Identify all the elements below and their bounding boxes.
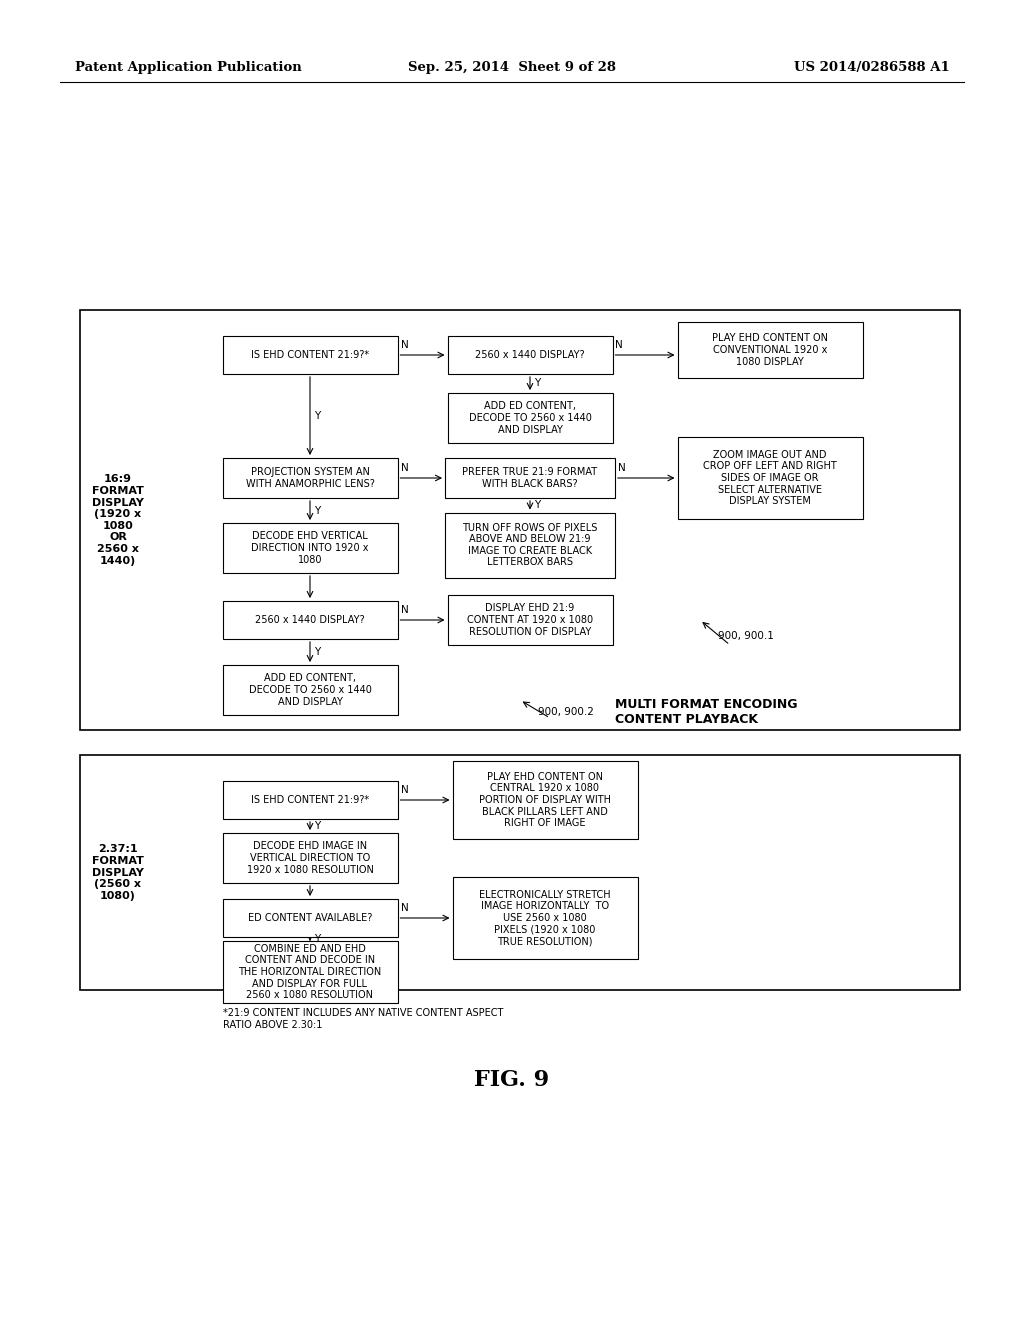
Text: N: N [615, 341, 624, 350]
Bar [222, 458, 397, 498]
Bar [222, 601, 397, 639]
Text: N: N [618, 463, 626, 473]
Text: *21:9 CONTENT INCLUDES ANY NATIVE CONTENT ASPECT
RATIO ABOVE 2.30:1: *21:9 CONTENT INCLUDES ANY NATIVE CONTEN… [223, 1008, 504, 1030]
Text: Sep. 25, 2014  Sheet 9 of 28: Sep. 25, 2014 Sheet 9 of 28 [408, 62, 616, 74]
Bar [222, 833, 397, 883]
Text: US 2014/0286588 A1: US 2014/0286588 A1 [795, 62, 950, 74]
Text: ED CONTENT AVAILABLE?: ED CONTENT AVAILABLE? [248, 913, 372, 923]
Text: N: N [400, 903, 409, 913]
Bar [222, 665, 397, 715]
Text: DECODE EHD VERTICAL
DIRECTION INTO 1920 x
1080: DECODE EHD VERTICAL DIRECTION INTO 1920 … [251, 532, 369, 565]
Text: IS EHD CONTENT 21:9?*: IS EHD CONTENT 21:9?* [251, 350, 369, 360]
Text: PROJECTION SYSTEM AN
WITH ANAMORPHIC LENS?: PROJECTION SYSTEM AN WITH ANAMORPHIC LEN… [246, 467, 375, 488]
Bar [222, 941, 397, 1003]
Bar [80, 755, 961, 990]
Text: ADD ED CONTENT,
DECODE TO 2560 x 1440
AND DISPLAY: ADD ED CONTENT, DECODE TO 2560 x 1440 AN… [469, 401, 592, 434]
Text: PLAY EHD CONTENT ON
CENTRAL 1920 x 1080
PORTION OF DISPLAY WITH
BLACK PILLARS LE: PLAY EHD CONTENT ON CENTRAL 1920 x 1080 … [479, 772, 611, 828]
Text: N: N [400, 785, 409, 795]
Bar [447, 337, 612, 374]
Bar [453, 876, 638, 960]
Bar [222, 337, 397, 374]
Bar [445, 512, 615, 578]
Text: N: N [400, 605, 409, 615]
Text: Y: Y [314, 647, 321, 657]
Text: DISPLAY EHD 21:9
CONTENT AT 1920 x 1080
RESOLUTION OF DISPLAY: DISPLAY EHD 21:9 CONTENT AT 1920 x 1080 … [467, 603, 593, 636]
Bar [678, 322, 862, 378]
Bar [445, 458, 615, 498]
Bar [222, 899, 397, 937]
Text: 2560 x 1440 DISPLAY?: 2560 x 1440 DISPLAY? [475, 350, 585, 360]
Text: 900, 900.1: 900, 900.1 [718, 631, 774, 642]
Text: COMBINE ED AND EHD
CONTENT AND DECODE IN
THE HORIZONTAL DIRECTION
AND DISPLAY FO: COMBINE ED AND EHD CONTENT AND DECODE IN… [239, 944, 382, 1001]
Text: Patent Application Publication: Patent Application Publication [75, 62, 302, 74]
Bar [453, 762, 638, 840]
Text: ADD ED CONTENT,
DECODE TO 2560 x 1440
AND DISPLAY: ADD ED CONTENT, DECODE TO 2560 x 1440 AN… [249, 673, 372, 706]
Text: Y: Y [314, 821, 321, 832]
Text: IS EHD CONTENT 21:9?*: IS EHD CONTENT 21:9?* [251, 795, 369, 805]
Text: 900, 900.2: 900, 900.2 [538, 708, 594, 717]
Text: DECODE EHD IMAGE IN
VERTICAL DIRECTION TO
1920 x 1080 RESOLUTION: DECODE EHD IMAGE IN VERTICAL DIRECTION T… [247, 841, 374, 875]
Text: 2560 x 1440 DISPLAY?: 2560 x 1440 DISPLAY? [255, 615, 365, 624]
Text: MULTI FORMAT ENCODING
CONTENT PLAYBACK: MULTI FORMAT ENCODING CONTENT PLAYBACK [615, 698, 798, 726]
Text: FIG. 9: FIG. 9 [474, 1069, 550, 1092]
Text: Y: Y [534, 379, 541, 388]
Text: ZOOM IMAGE OUT AND
CROP OFF LEFT AND RIGHT
SIDES OF IMAGE OR
SELECT ALTERNATIVE
: ZOOM IMAGE OUT AND CROP OFF LEFT AND RIG… [703, 450, 837, 506]
Text: N: N [400, 463, 409, 473]
Text: Y: Y [534, 500, 541, 511]
Text: ELECTRONICALLY STRETCH
IMAGE HORIZONTALLY  TO
USE 2560 x 1080
PIXELS (1920 x 108: ELECTRONICALLY STRETCH IMAGE HORIZONTALL… [479, 890, 610, 946]
Text: 2.37:1
FORMAT
DISPLAY
(2560 x
1080): 2.37:1 FORMAT DISPLAY (2560 x 1080) [92, 845, 144, 900]
Text: PREFER TRUE 21:9 FORMAT
WITH BLACK BARS?: PREFER TRUE 21:9 FORMAT WITH BLACK BARS? [463, 467, 598, 488]
Text: Y: Y [314, 411, 321, 421]
Text: Y: Y [314, 935, 321, 944]
Text: PLAY EHD CONTENT ON
CONVENTIONAL 1920 x
1080 DISPLAY: PLAY EHD CONTENT ON CONVENTIONAL 1920 x … [712, 334, 828, 367]
Bar [222, 523, 397, 573]
Bar [80, 310, 961, 730]
Text: TURN OFF ROWS OF PIXELS
ABOVE AND BELOW 21:9
IMAGE TO CREATE BLACK
LETTERBOX BAR: TURN OFF ROWS OF PIXELS ABOVE AND BELOW … [462, 523, 598, 568]
Bar [678, 437, 862, 519]
Bar [222, 781, 397, 818]
Text: Y: Y [314, 506, 321, 516]
Text: N: N [400, 341, 409, 350]
Bar [447, 595, 612, 645]
Text: 16:9
FORMAT
DISPLAY
(1920 x
1080
OR
2560 x
1440): 16:9 FORMAT DISPLAY (1920 x 1080 OR 2560… [92, 474, 144, 565]
Bar [447, 393, 612, 444]
